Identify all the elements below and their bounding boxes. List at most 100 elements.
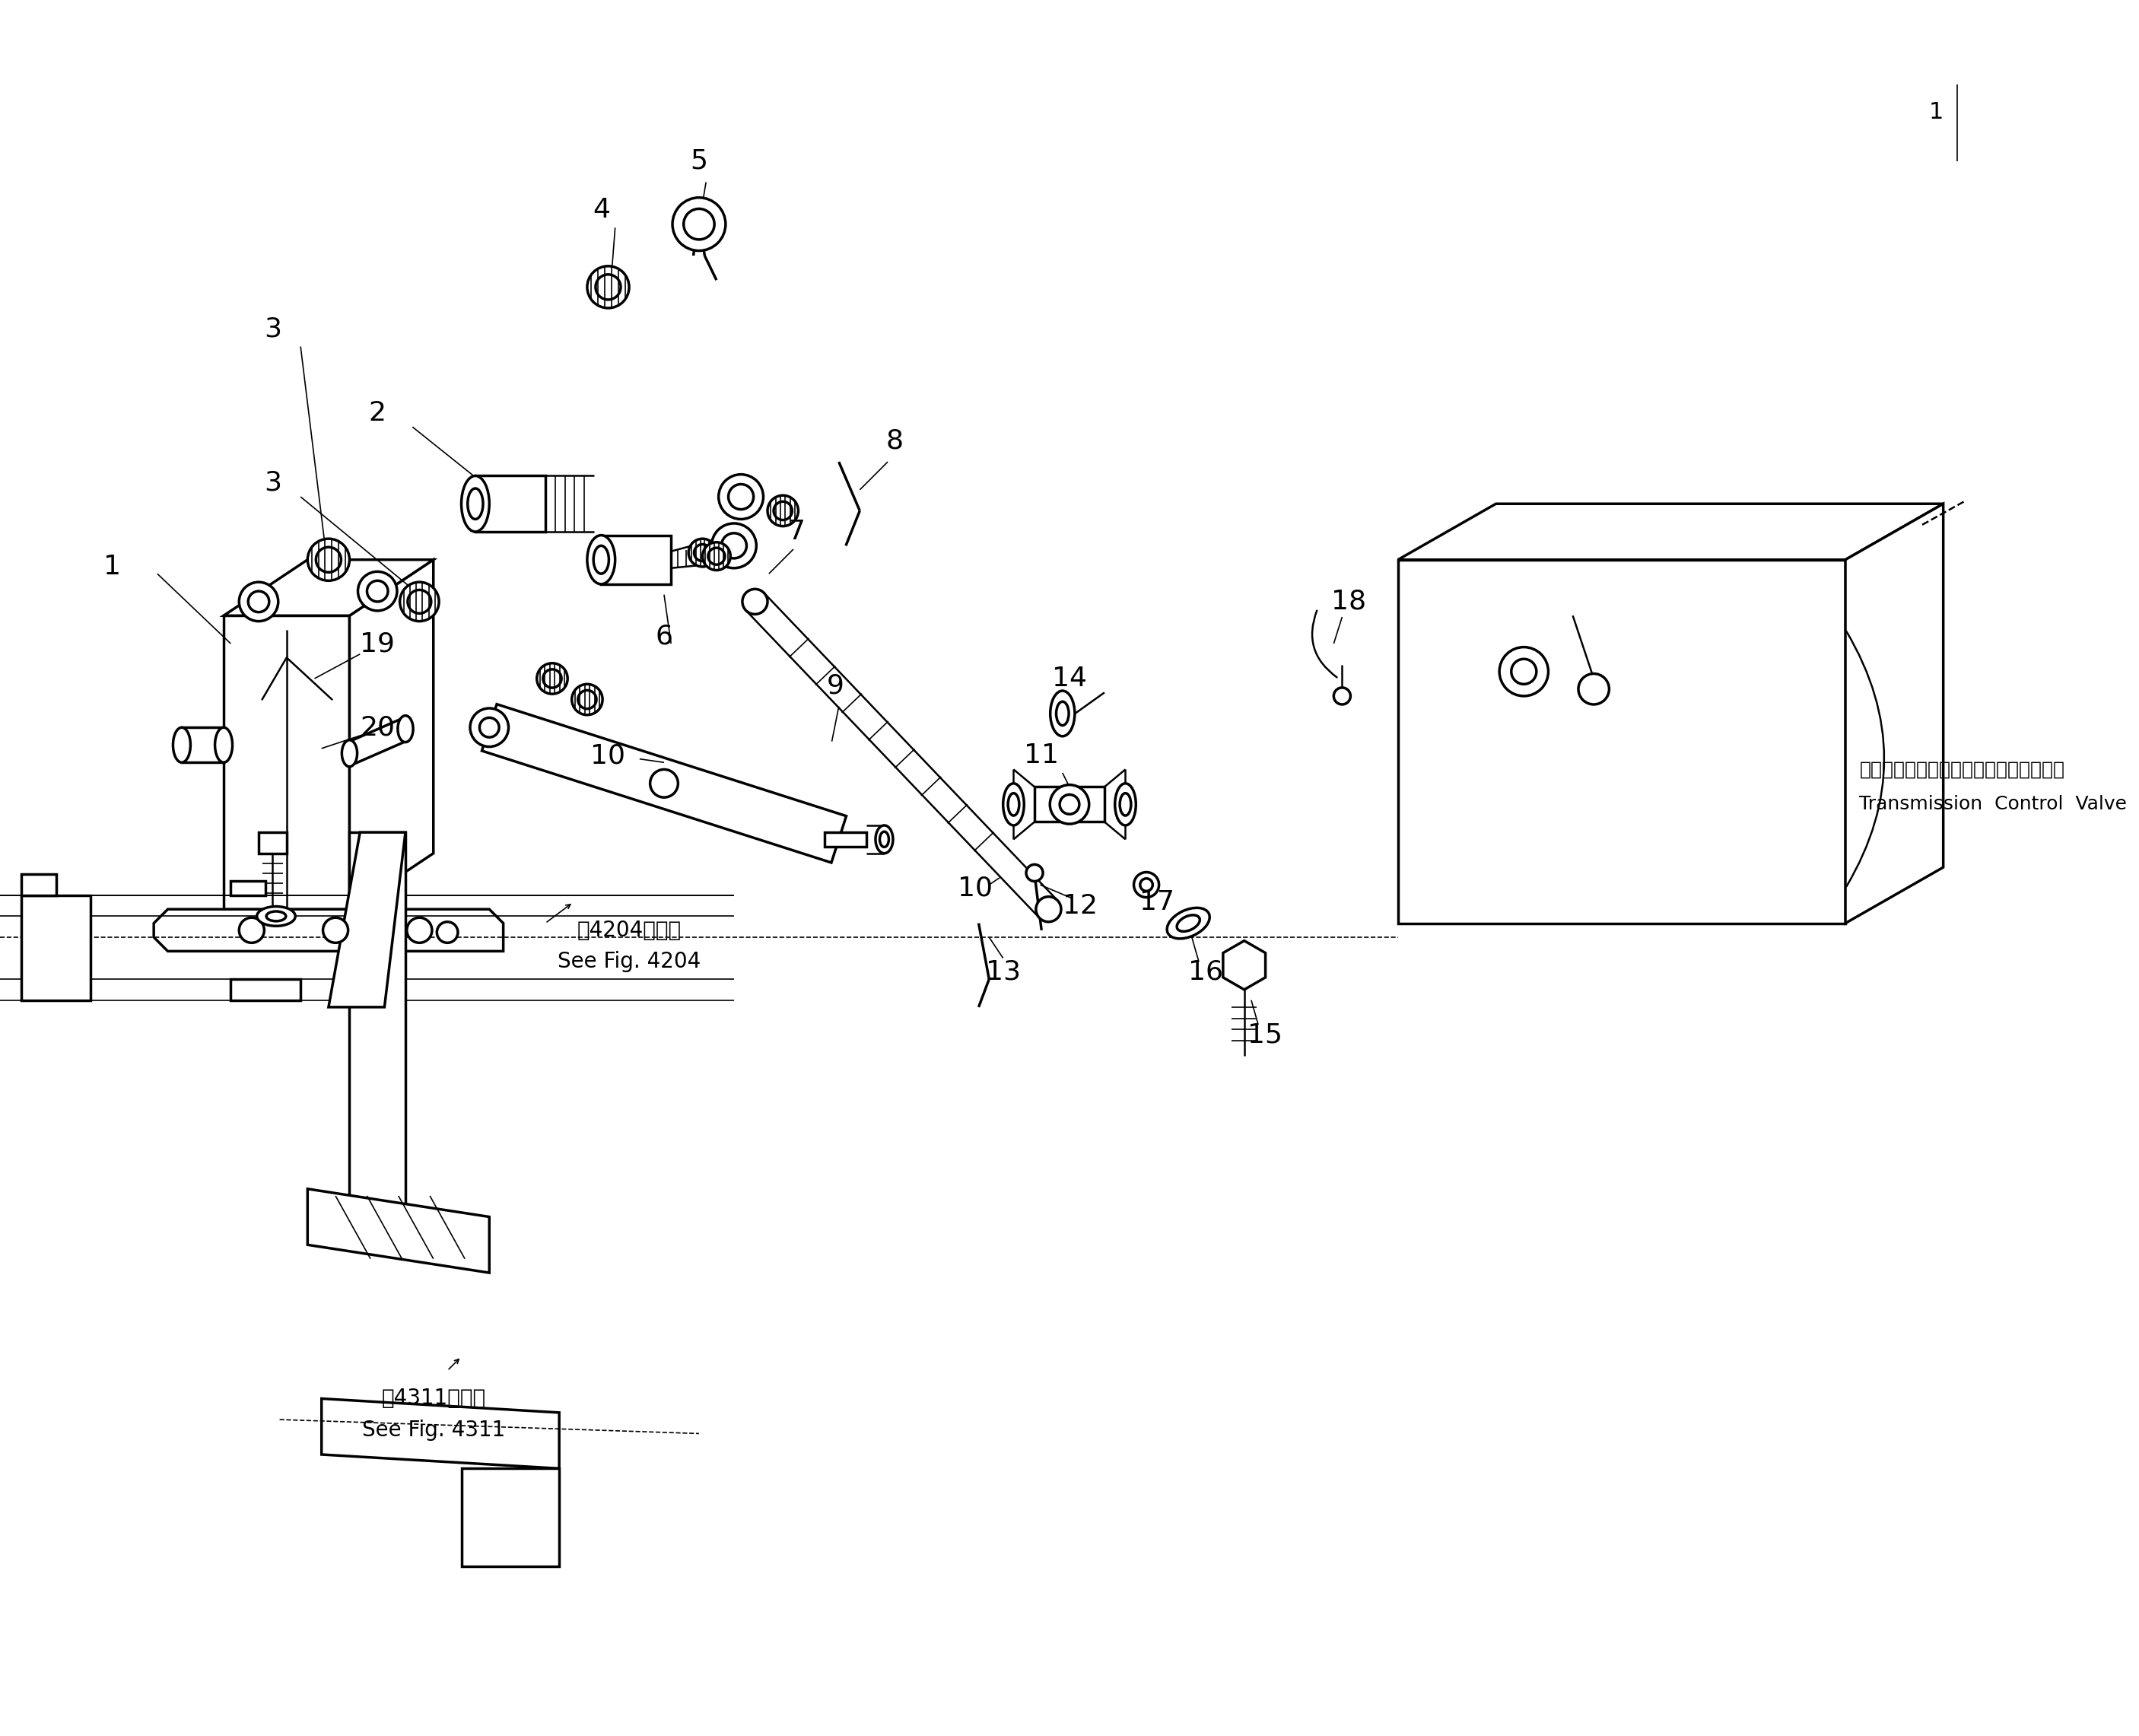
Text: 2: 2 [368,399,387,425]
Ellipse shape [214,727,233,762]
Polygon shape [826,832,866,847]
Circle shape [1027,865,1044,882]
Ellipse shape [768,495,798,526]
Ellipse shape [1003,783,1025,825]
Circle shape [712,523,757,568]
Circle shape [436,922,458,943]
Polygon shape [321,1399,558,1469]
Polygon shape [475,476,545,531]
Text: 18: 18 [1333,589,1367,615]
Ellipse shape [398,715,413,743]
Ellipse shape [578,691,597,708]
Text: 8: 8 [886,429,903,453]
Ellipse shape [571,684,603,715]
Text: 19: 19 [359,630,396,656]
Ellipse shape [479,717,498,738]
Ellipse shape [875,825,892,854]
Circle shape [1134,871,1159,898]
Polygon shape [231,979,302,1000]
Ellipse shape [308,538,349,580]
Text: 17: 17 [1140,889,1174,915]
Circle shape [721,533,747,559]
Polygon shape [259,832,287,854]
Ellipse shape [1057,701,1070,726]
Ellipse shape [595,274,620,300]
Ellipse shape [409,590,432,613]
Text: 6: 6 [655,623,674,649]
Circle shape [1059,795,1080,814]
Polygon shape [225,616,349,910]
Circle shape [323,918,349,943]
Circle shape [729,484,753,509]
Text: トランスミッションコントロールバルブ: トランスミッションコントロールバルブ [1859,760,2064,778]
Text: 3: 3 [263,316,282,342]
Polygon shape [601,535,672,585]
Circle shape [684,208,714,240]
Text: 5: 5 [691,148,708,174]
Ellipse shape [257,906,295,925]
Ellipse shape [1121,793,1132,816]
Polygon shape [21,896,90,1000]
Text: 11: 11 [1025,743,1059,769]
Ellipse shape [543,670,560,687]
Ellipse shape [1114,783,1136,825]
Circle shape [672,198,725,250]
Text: 20: 20 [359,715,396,741]
Ellipse shape [400,582,438,621]
Polygon shape [154,910,503,951]
Text: 10: 10 [590,743,625,769]
Text: 1: 1 [1929,101,1944,123]
Text: 16: 16 [1189,960,1224,984]
Polygon shape [1224,941,1266,990]
Polygon shape [1399,503,1942,559]
Ellipse shape [879,832,890,847]
Circle shape [240,582,278,621]
Text: 13: 13 [986,960,1020,984]
Text: 3: 3 [263,470,282,496]
Circle shape [1335,687,1350,705]
Text: 12: 12 [1063,892,1097,918]
Circle shape [1579,674,1609,705]
Text: See Fig. 4311: See Fig. 4311 [361,1420,505,1441]
Text: 1: 1 [103,554,120,580]
Text: 9: 9 [826,672,845,698]
Circle shape [719,474,764,519]
Polygon shape [329,832,406,1007]
Polygon shape [1035,786,1104,821]
Polygon shape [1846,503,1942,924]
Ellipse shape [708,549,725,564]
Ellipse shape [588,535,616,585]
Ellipse shape [695,545,710,561]
Ellipse shape [689,538,717,566]
Polygon shape [225,559,434,616]
Polygon shape [481,705,847,863]
Circle shape [1140,878,1153,891]
Polygon shape [693,236,704,255]
Polygon shape [349,717,406,766]
Polygon shape [349,559,434,910]
Circle shape [357,571,398,611]
Circle shape [368,580,387,602]
Ellipse shape [1176,915,1200,932]
Polygon shape [182,727,225,762]
Ellipse shape [1168,908,1211,939]
Ellipse shape [342,740,357,767]
Ellipse shape [537,663,567,694]
Circle shape [1499,648,1549,696]
Polygon shape [21,875,56,896]
Ellipse shape [588,266,629,307]
Polygon shape [231,882,265,896]
Circle shape [1512,660,1536,684]
Polygon shape [1399,559,1846,924]
Text: See Fig. 4204: See Fig. 4204 [558,951,702,972]
Ellipse shape [1007,793,1018,816]
Ellipse shape [267,911,287,922]
Text: 笥4204図参照: 笥4204図参照 [578,920,680,941]
Text: 7: 7 [787,519,806,545]
Circle shape [1050,785,1089,825]
Text: 4: 4 [593,198,610,224]
Ellipse shape [462,476,490,531]
Text: 14: 14 [1052,665,1087,691]
Ellipse shape [471,708,509,746]
Polygon shape [462,1469,558,1566]
